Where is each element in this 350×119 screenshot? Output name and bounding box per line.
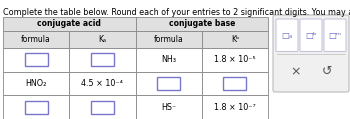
Bar [202, 48, 268, 72]
Bar [157, 77, 180, 90]
FancyBboxPatch shape [324, 19, 346, 52]
Text: ↺: ↺ [322, 65, 332, 78]
Bar [3, 17, 135, 31]
Text: Kₐ: Kₐ [98, 35, 106, 44]
Text: HS⁻: HS⁻ [161, 103, 176, 112]
Bar [25, 101, 48, 114]
Bar [135, 72, 202, 95]
Bar [25, 53, 48, 66]
Bar [135, 95, 202, 119]
Bar [69, 72, 135, 95]
Bar [69, 48, 135, 72]
Text: Complete the table below. Round each of your entries to 2 significant digits. Yo: Complete the table below. Round each of … [3, 8, 350, 17]
Bar [69, 31, 135, 48]
Text: conjugate base: conjugate base [169, 20, 235, 28]
FancyBboxPatch shape [273, 15, 349, 92]
Text: Kᵇ: Kᵇ [231, 35, 239, 44]
Text: 1.8 × 10⁻⁷: 1.8 × 10⁻⁷ [214, 103, 256, 112]
Text: formula: formula [154, 35, 183, 44]
Text: □ₐ: □ₐ [281, 31, 293, 40]
Text: NH₃: NH₃ [161, 55, 176, 64]
FancyBboxPatch shape [300, 19, 322, 52]
Text: □ᵐ: □ᵐ [328, 31, 342, 40]
Bar [202, 95, 268, 119]
Bar [91, 101, 114, 114]
Text: 1.8 × 10⁻⁵: 1.8 × 10⁻⁵ [214, 55, 256, 64]
Bar [3, 95, 69, 119]
Text: HNO₂: HNO₂ [26, 79, 47, 88]
Text: □ᵇ: □ᵇ [305, 31, 317, 40]
FancyBboxPatch shape [276, 19, 298, 52]
Bar [3, 48, 69, 72]
Bar [3, 31, 69, 48]
Text: ×: × [290, 65, 300, 78]
Text: 4.5 × 10⁻⁴: 4.5 × 10⁻⁴ [82, 79, 123, 88]
Bar [202, 31, 268, 48]
Bar [135, 31, 202, 48]
Bar [69, 95, 135, 119]
Bar [135, 17, 268, 31]
Bar [91, 53, 114, 66]
Bar [135, 48, 202, 72]
Text: conjugate acid: conjugate acid [37, 20, 101, 28]
Bar [223, 77, 246, 90]
Text: formula: formula [21, 35, 51, 44]
Bar [202, 72, 268, 95]
Bar [3, 72, 69, 95]
